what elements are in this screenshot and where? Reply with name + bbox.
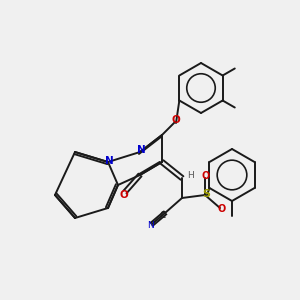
Text: O: O: [172, 115, 180, 125]
Text: S: S: [202, 189, 210, 199]
Text: O: O: [120, 190, 128, 200]
Text: N: N: [147, 221, 153, 230]
Text: O: O: [202, 171, 210, 181]
Text: C: C: [160, 211, 166, 220]
Text: N: N: [105, 156, 113, 166]
Text: N: N: [136, 145, 146, 155]
Text: H: H: [187, 170, 194, 179]
Text: O: O: [218, 204, 226, 214]
